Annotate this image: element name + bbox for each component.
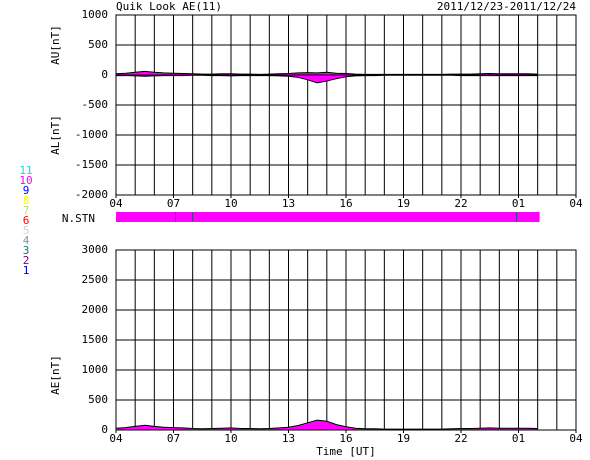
x-tick-label: 16 <box>339 197 352 210</box>
station-legend-label: 9 <box>23 184 30 197</box>
x-tick-label: 16 <box>339 432 352 445</box>
area-fill <box>116 75 538 83</box>
y-axis-label: AL[nT] <box>49 115 62 155</box>
x-tick-label: 10 <box>224 197 237 210</box>
y-tick-label: 2000 <box>82 303 109 316</box>
station-legend-label: 5 <box>23 224 30 237</box>
x-tick-label: 07 <box>167 432 180 445</box>
y-tick-label: -2000 <box>75 188 108 201</box>
series-line <box>115 419 538 430</box>
x-tick-label: 07 <box>167 197 180 210</box>
x-tick-label: 01 <box>512 432 525 445</box>
x-tick-label: 13 <box>282 197 295 210</box>
x-tick-label: 13 <box>282 432 295 445</box>
series-line <box>115 70 538 75</box>
date-range: 2011/12/23-2011/12/24 <box>437 0 576 13</box>
station-legend-label: 11 <box>19 164 32 177</box>
y-tick-label: 0 <box>101 423 108 436</box>
area-fill <box>116 420 538 430</box>
y-tick-label: 500 <box>88 38 108 51</box>
station-legend-label: 8 <box>23 194 30 207</box>
y-tick-label: 1500 <box>82 333 109 346</box>
y-tick-label: -500 <box>82 98 109 111</box>
y-tick-label: 0 <box>101 68 108 81</box>
x-tick-label: 04 <box>569 432 583 445</box>
station-legend-label: 7 <box>23 204 30 217</box>
x-tick-label: 10 <box>224 432 237 445</box>
y-tick-label: -1500 <box>75 158 108 171</box>
y-tick-label: 1000 <box>82 363 109 376</box>
station-label: N.STN <box>62 212 95 225</box>
x-tick-label: 04 <box>109 432 123 445</box>
chart-title: Quik Look AE(11) <box>116 0 222 13</box>
station-legend-label: 1 <box>23 264 30 277</box>
y-axis-label: AU[nT] <box>49 25 62 65</box>
station-legend-label: 10 <box>19 174 32 187</box>
y-tick-label: 500 <box>88 393 108 406</box>
y-tick-label: -1000 <box>75 128 108 141</box>
y-tick-label: 3000 <box>82 243 109 256</box>
x-tick-label: 04 <box>569 197 583 210</box>
station-legend-label: 2 <box>23 254 30 267</box>
x-axis-label: Time [UT] <box>316 445 376 458</box>
station-legend-label: 6 <box>23 214 30 227</box>
station-legend-label: 4 <box>23 234 30 247</box>
y-tick-label: 2500 <box>82 273 109 286</box>
y-axis-label: AE[nT] <box>49 355 62 395</box>
y-tick-label: 1000 <box>82 8 109 21</box>
station-bar <box>116 212 540 222</box>
x-tick-label: 22 <box>454 197 467 210</box>
x-tick-label: 01 <box>512 197 525 210</box>
x-tick-label: 22 <box>454 432 467 445</box>
x-tick-label: 19 <box>397 432 410 445</box>
x-tick-label: 19 <box>397 197 410 210</box>
station-legend-label: 3 <box>23 244 30 257</box>
x-tick-label: 04 <box>109 197 123 210</box>
